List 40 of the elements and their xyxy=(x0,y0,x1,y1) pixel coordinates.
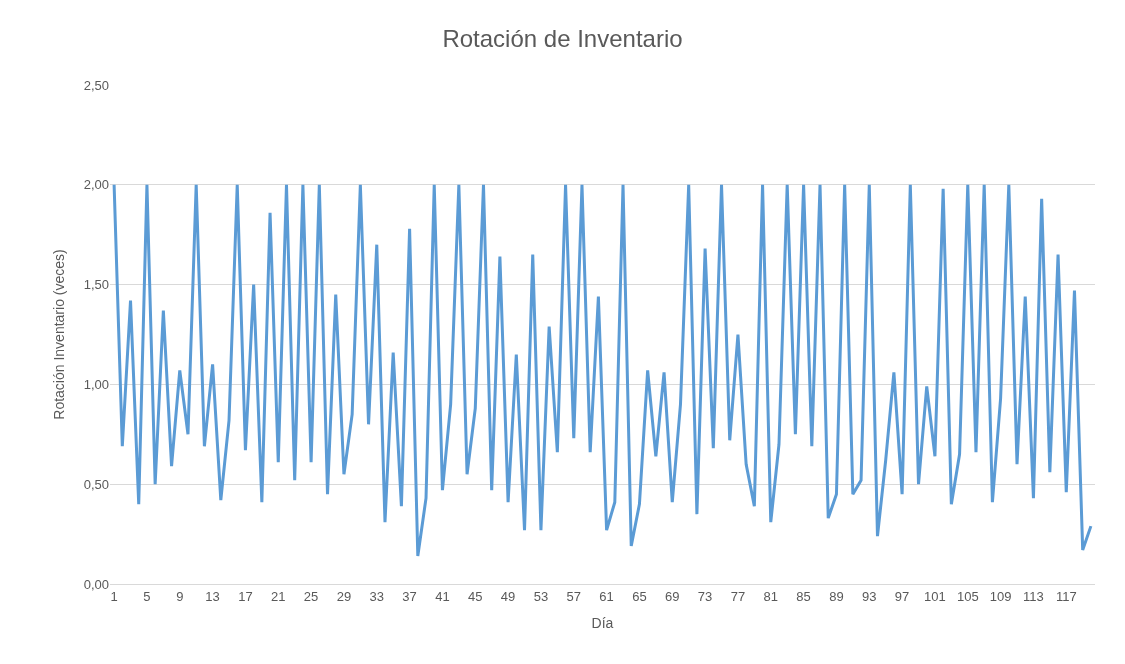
x-tick-label: 45 xyxy=(468,588,483,604)
x-tick-label: 65 xyxy=(632,588,647,604)
x-tick-label: 41 xyxy=(435,588,450,604)
x-tick-label: 57 xyxy=(566,588,581,604)
x-tick-label: 85 xyxy=(796,588,811,604)
y-tick-label: 2,50 xyxy=(83,77,109,93)
x-tick-label: 61 xyxy=(599,588,614,604)
x-tick-label: 25 xyxy=(303,588,319,604)
x-tick-label: 81 xyxy=(763,588,778,604)
x-tick-label: 109 xyxy=(989,588,1012,604)
x-tick-label: 69 xyxy=(665,588,680,604)
x-tick-label: 93 xyxy=(862,588,877,604)
line-series xyxy=(112,183,1093,558)
x-tick-label: 101 xyxy=(924,588,946,604)
x-axis-title: Día xyxy=(591,614,614,631)
y-tick-label: 0,00 xyxy=(83,576,109,592)
x-tick-label: 89 xyxy=(829,588,844,604)
x-tick-label: 17 xyxy=(238,588,253,604)
x-tick-label: 53 xyxy=(533,588,549,604)
x-tick-label: 1 xyxy=(110,588,118,604)
x-tick-label: 117 xyxy=(1055,588,1077,604)
x-tick-label: 97 xyxy=(894,588,910,604)
y-tick-label: 2,00 xyxy=(83,177,109,193)
x-tick-label: 113 xyxy=(1023,588,1044,604)
x-tick-label: 21 xyxy=(271,588,286,604)
y-axis-title: Rotación Inventario (veces) xyxy=(51,249,68,420)
chart-title: Rotación de Inventario xyxy=(442,24,683,52)
x-tick-label: 5 xyxy=(143,588,151,604)
y-tick-label: 0,50 xyxy=(83,476,109,492)
x-tick-label: 9 xyxy=(176,588,184,604)
x-tick-label: 29 xyxy=(336,588,352,604)
x-tick-label: 77 xyxy=(730,588,746,604)
x-tick-label: 105 xyxy=(956,588,979,604)
y-tick-label: 1,50 xyxy=(83,277,109,293)
y-tick-label: 1,00 xyxy=(83,376,109,392)
x-tick-label: 37 xyxy=(402,588,417,604)
x-tick-label: 49 xyxy=(500,588,516,604)
x-tick-label: 33 xyxy=(369,588,384,604)
x-tick-label: 73 xyxy=(697,588,713,604)
x-tick-label: 13 xyxy=(205,588,220,604)
